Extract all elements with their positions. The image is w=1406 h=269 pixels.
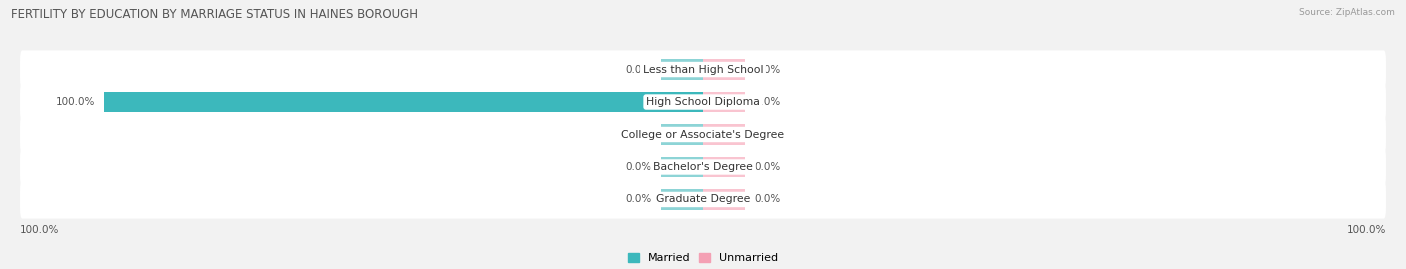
Bar	[104, 92, 703, 112]
Text: 0.0%: 0.0%	[626, 129, 652, 140]
Bar	[703, 92, 745, 112]
Text: Graduate Degree: Graduate Degree	[655, 194, 751, 204]
Bar	[703, 189, 745, 210]
Text: FERTILITY BY EDUCATION BY MARRIAGE STATUS IN HAINES BOROUGH: FERTILITY BY EDUCATION BY MARRIAGE STATU…	[11, 8, 418, 21]
FancyBboxPatch shape	[20, 50, 1386, 89]
Bar	[703, 125, 745, 144]
Text: College or Associate's Degree: College or Associate's Degree	[621, 129, 785, 140]
FancyBboxPatch shape	[20, 180, 1386, 219]
Text: Source: ZipAtlas.com: Source: ZipAtlas.com	[1299, 8, 1395, 17]
FancyBboxPatch shape	[20, 148, 1386, 186]
Text: Less than High School: Less than High School	[643, 65, 763, 75]
Text: 0.0%: 0.0%	[754, 194, 780, 204]
Text: 100.0%: 100.0%	[56, 97, 96, 107]
Text: 100.0%: 100.0%	[20, 225, 59, 235]
Text: High School Diploma: High School Diploma	[647, 97, 759, 107]
Bar	[661, 125, 703, 144]
Bar	[661, 157, 703, 177]
Text: 0.0%: 0.0%	[754, 97, 780, 107]
Text: 0.0%: 0.0%	[754, 65, 780, 75]
FancyBboxPatch shape	[20, 115, 1386, 154]
Legend: Married, Unmarried: Married, Unmarried	[627, 253, 779, 263]
Text: 0.0%: 0.0%	[626, 162, 652, 172]
Text: 0.0%: 0.0%	[754, 129, 780, 140]
Bar	[661, 189, 703, 210]
Bar	[703, 59, 745, 80]
Bar	[661, 59, 703, 80]
Text: 0.0%: 0.0%	[754, 162, 780, 172]
Text: Bachelor's Degree: Bachelor's Degree	[652, 162, 754, 172]
Text: 0.0%: 0.0%	[626, 65, 652, 75]
Bar	[703, 157, 745, 177]
Text: 0.0%: 0.0%	[626, 194, 652, 204]
FancyBboxPatch shape	[20, 83, 1386, 121]
Text: 100.0%: 100.0%	[1347, 225, 1386, 235]
